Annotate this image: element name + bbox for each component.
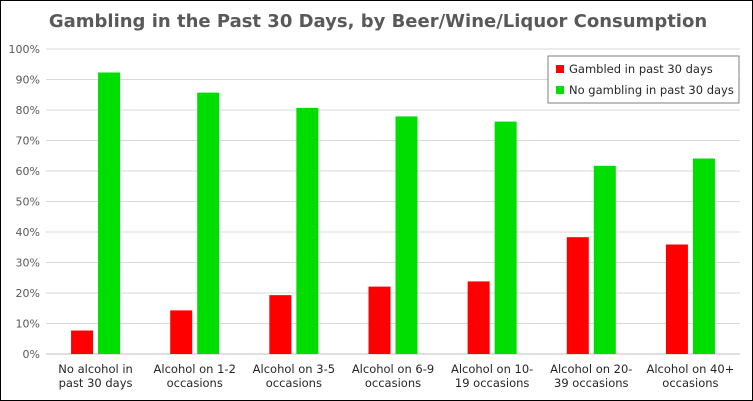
bar-no-gambling [692, 158, 715, 354]
x-tick-label: Alcohol on 6-9 [352, 362, 434, 376]
axes: 0% 10% 20% 30% 40% 50% 60% 70% 80% 90% 100% [9, 43, 740, 361]
y-tick-label: 100% [9, 43, 40, 56]
x-tick-label: Alcohol on 20- [550, 362, 632, 376]
legend-label: Gambled in past 30 days [569, 62, 713, 76]
y-tick-label: 70% [16, 135, 40, 148]
y-tick-label: 0% [23, 348, 40, 361]
bar-no-gambling [494, 121, 517, 354]
x-tick-label: 39 occasions [554, 376, 629, 390]
y-tick-label: 20% [16, 287, 40, 300]
gridlines [46, 48, 740, 324]
bar-gambled [170, 310, 193, 354]
bar-no-gambling [395, 116, 418, 354]
y-tick-label: 80% [16, 104, 40, 117]
bar-no-gambling [296, 107, 319, 355]
bar-gambled [665, 244, 688, 354]
x-tick-label: occasions [365, 376, 421, 390]
y-tick-label: 10% [16, 318, 40, 331]
legend: Gambled in past 30 days No gambling in pa… [547, 55, 740, 104]
y-tick-label: 30% [16, 257, 40, 270]
bar-gambled [71, 330, 94, 354]
y-tick-label: 60% [16, 165, 40, 178]
y-tick-label: 50% [16, 196, 40, 209]
x-tick-label: occasions [266, 376, 322, 390]
legend-swatch [556, 86, 564, 94]
x-tick-label: No alcohol in [58, 362, 133, 376]
x-tick-label: Alcohol on 3-5 [253, 362, 335, 376]
bar-gambled [467, 281, 490, 354]
chart-title: Gambling in the Past 30 Days, by Beer/Wi… [49, 11, 707, 32]
x-tick-label: 19 occasions [455, 376, 530, 390]
bars [71, 72, 715, 355]
bar-no-gambling [593, 165, 616, 354]
bar-no-gambling [197, 92, 220, 355]
x-tick-label: occasions [662, 376, 718, 390]
x-tick-label: Alcohol on 10- [451, 362, 533, 376]
x-tick-label: Alcohol on 1-2 [154, 362, 236, 376]
legend-label: No gambling in past 30 days [569, 83, 734, 97]
y-tick-label: 40% [16, 226, 40, 239]
legend-swatch [556, 65, 564, 73]
bar-gambled [269, 295, 292, 354]
y-tick-label: 90% [16, 74, 40, 87]
bar-gambled [566, 237, 589, 354]
bar-no-gambling [98, 72, 121, 355]
x-tick-label: past 30 days [59, 376, 133, 390]
x-tick-label: occasions [167, 376, 223, 390]
bar-gambled [368, 286, 391, 354]
legend-box [547, 55, 740, 104]
x-tick-label: Alcohol on 40+ [646, 362, 734, 376]
